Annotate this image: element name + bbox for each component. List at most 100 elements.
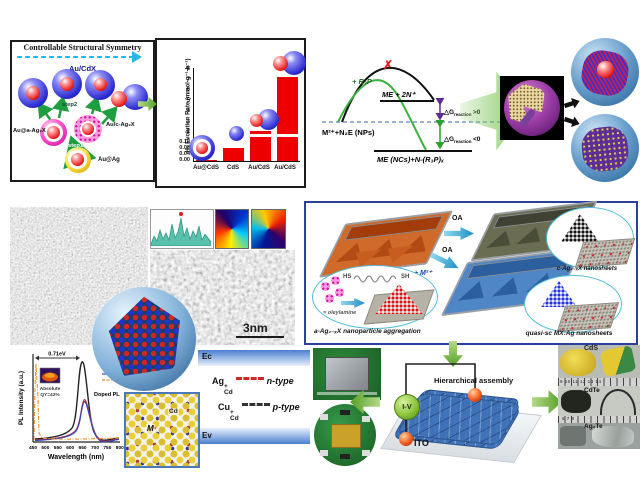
h2-bar <box>277 77 298 161</box>
device-assembly: I-V ITO Hierarchical assembly <box>378 356 542 470</box>
label-oa2: OA <box>442 247 453 254</box>
label-reactant: M²⁺+N₂E (NPs) <box>322 128 375 137</box>
auag-sphere <box>65 147 91 173</box>
nanocrystal-sphere-top <box>571 38 639 106</box>
svg-text:650: 650 <box>79 445 87 451</box>
dg-neg-sub: reaction <box>454 139 472 144</box>
sensor-chip <box>325 357 369 391</box>
ytick: 4 <box>186 108 190 114</box>
ruler-numbers-2: 6 7 8 <box>562 416 575 421</box>
sheet-quasi <box>556 302 620 332</box>
cu-level-dashes <box>241 403 270 406</box>
xcat: Au/CdS <box>274 165 296 171</box>
reaction-scheme: ✗ + R₃P ME + 2N⁺ ME (NCs)+N-(R₃P)ₓ M²⁺+N… <box>322 58 520 164</box>
icon-cds-sphere <box>229 126 244 141</box>
icon-core-shell <box>189 135 215 161</box>
label-step1: step1 <box>68 143 84 149</box>
valence-band: Ev <box>198 428 310 444</box>
label-r3p: + R₃P <box>352 77 373 86</box>
scale-bar <box>236 336 284 338</box>
cds-film <box>560 349 596 376</box>
panel-title: Controllable Structural Symmetry <box>23 43 142 52</box>
label-cdte: CdTe <box>584 387 600 394</box>
crystal-structure-model: Cd M <box>124 392 200 468</box>
gold-die <box>331 424 361 448</box>
photo-cdte: CdTe <box>558 386 640 416</box>
label-p-type: p-type <box>272 402 300 412</box>
doped-core <box>579 124 631 174</box>
nanocrystal-sphere-bottom <box>571 114 639 182</box>
label-m-dopant: M <box>146 424 155 433</box>
bubble-aggregation: HS SH = oleylamine <box>312 265 438 329</box>
h2-bar <box>223 147 244 161</box>
label-n-type: n-type <box>266 376 294 386</box>
label-step2: step2 <box>62 102 78 108</box>
ag-defect-level: Ag + Cd n-type <box>212 376 294 396</box>
doped-pl-label: Doped PL <box>94 392 120 398</box>
pcb-photo-top <box>313 348 381 400</box>
label-auag: Au@Ag <box>98 157 120 163</box>
iv-measure-node: I-V <box>394 394 420 420</box>
cdte-film <box>561 390 591 413</box>
ytick: 6 <box>186 87 190 93</box>
xcat: Au@CdS <box>193 165 219 171</box>
atomic-lattice <box>108 296 180 376</box>
ito-contact-ball <box>399 432 413 446</box>
ag-level-dashes <box>235 377 264 380</box>
ruler-strip-1: 9 10 11 12 13 14 <box>558 378 640 386</box>
ruler-strip-2: 6 7 8 <box>558 416 640 423</box>
h2-bar <box>196 159 217 161</box>
label-cds: CdS <box>584 345 598 352</box>
ruler-numbers-1: 9 10 11 12 13 14 <box>560 379 602 384</box>
atomic-model-sphere <box>92 287 196 391</box>
label-c-nanosheets: c-Ag₂₋ₓX nanosheets <box>556 266 618 272</box>
core-shell-sphere <box>85 70 115 100</box>
label-au-a-agx: Au@a-Ag₂X <box>13 128 46 134</box>
amorphous-agx-sphere <box>40 119 67 146</box>
pcb-photo-round <box>314 404 376 466</box>
agte-foil <box>592 426 634 447</box>
cdte-film-bent <box>600 389 636 415</box>
cds-film-tweezers <box>599 344 637 378</box>
label-ev: Ev <box>202 431 212 440</box>
panel-h2-chart: H₂ Evolution Rate (mmol·g⁻¹·h⁻¹) 8 7 6 5… <box>155 38 306 188</box>
ytick: 3 <box>186 119 190 125</box>
photo-cds: CdS <box>558 344 640 378</box>
label-oleylamine: = oleylamine <box>323 310 357 316</box>
crystalline-agx-sphere <box>74 115 102 143</box>
core-shell-sphere <box>18 78 48 108</box>
axis-break <box>194 134 300 137</box>
label-au-c-agx: Au/c-Ag₂X <box>106 122 135 128</box>
label-assembly: Hierarchical assembly <box>434 376 514 385</box>
label-sh: SH <box>401 274 410 280</box>
label-ec: Ec <box>202 352 212 361</box>
core-shell-sphere <box>52 69 82 99</box>
ytick: 0.04 <box>179 151 190 157</box>
icon-janus-large-red <box>273 56 288 71</box>
svg-text:700: 700 <box>91 445 99 451</box>
pcb-silkscreen <box>317 392 377 395</box>
line-profile-chart <box>150 209 214 249</box>
label-m2plus: + M²⁺ <box>414 270 432 277</box>
red-core <box>597 61 614 78</box>
small-arrow-icon <box>341 298 365 308</box>
agte-film <box>560 426 586 446</box>
dg-pos: △G <box>443 109 454 116</box>
svg-text:550: 550 <box>54 445 62 451</box>
scale-bar-label: 3nm <box>243 321 268 335</box>
janus-sphere-red <box>111 91 127 107</box>
ytick: 0.08 <box>179 145 190 151</box>
h2-plot-area <box>193 68 300 162</box>
pl-ylabel: PL Intensity (a.u.) <box>18 371 25 425</box>
blocked-cross-icon: ✗ <box>383 58 393 72</box>
sheet-c <box>574 238 636 268</box>
bubble-quasi-nanosheets <box>524 275 622 333</box>
dg-neg: △G <box>443 136 454 143</box>
ytick: 5 <box>186 98 190 104</box>
tomography-image <box>500 76 564 140</box>
xcat: CdS <box>227 165 239 171</box>
icon-janus-red <box>250 114 263 127</box>
bubble-c-nanosheets <box>546 207 636 269</box>
label-me-ncs: ME (NCs)+N-(R₃P)ₓ <box>377 155 444 164</box>
